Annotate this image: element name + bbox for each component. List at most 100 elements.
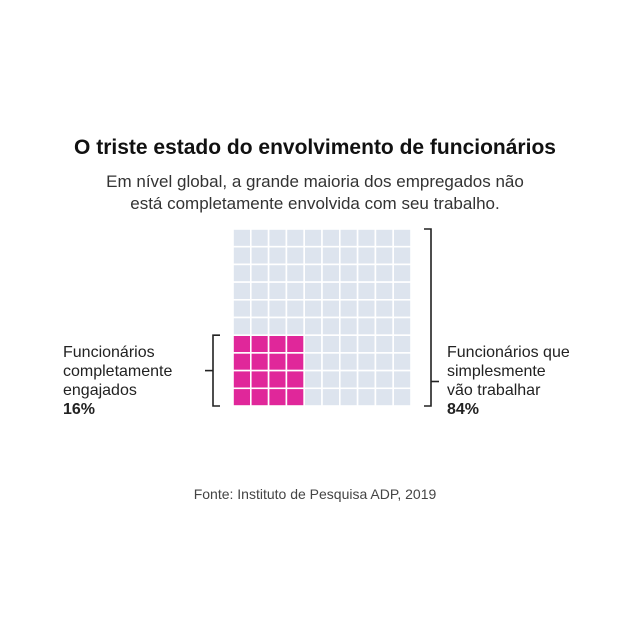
- waffle-cell-not-engaged: [374, 352, 394, 372]
- waffle-cell-not-engaged: [267, 245, 288, 266]
- waffle-cell-engaged: [250, 387, 270, 407]
- waffle-cell-not-engaged: [356, 228, 377, 248]
- waffle-cell-not-engaged: [232, 245, 252, 266]
- waffle-cell-not-engaged: [356, 281, 377, 301]
- right-bracket: [424, 228, 432, 407]
- waffle-cell-not-engaged: [374, 228, 394, 248]
- chart-title: O triste estado do envolvimento de funci…: [74, 136, 556, 159]
- waffle-cell-not-engaged: [338, 263, 359, 283]
- waffle-cell-not-engaged: [392, 298, 412, 319]
- waffle-cell-not-engaged: [285, 228, 305, 248]
- waffle-cell-not-engaged: [321, 316, 341, 337]
- waffle-cell-not-engaged: [338, 245, 359, 266]
- waffle-cell-not-engaged: [303, 263, 323, 283]
- waffle-cell-not-engaged: [303, 245, 323, 266]
- waffle-cell-not-engaged: [356, 263, 377, 283]
- waffle-cell-not-engaged: [374, 334, 394, 354]
- waffle-cell-not-engaged: [374, 281, 394, 301]
- waffle-cell-not-engaged: [285, 263, 305, 283]
- waffle-cell-not-engaged: [303, 281, 323, 301]
- waffle-cell-not-engaged: [338, 369, 359, 390]
- waffle-cell-not-engaged: [392, 316, 412, 337]
- waffle-cell-not-engaged: [356, 298, 377, 319]
- waffle-cell-engaged: [267, 369, 288, 390]
- waffle-cell-engaged: [232, 352, 252, 372]
- waffle-cell-engaged: [285, 369, 305, 390]
- waffle-cell-not-engaged: [338, 281, 359, 301]
- waffle-cell-not-engaged: [250, 281, 270, 301]
- waffle-cell-engaged: [250, 334, 270, 354]
- not-engaged-label: Funcionários que simplesmente vão trabal…: [447, 343, 570, 419]
- waffle-cell-not-engaged: [338, 316, 359, 337]
- waffle-cell-not-engaged: [267, 228, 288, 248]
- waffle-cell-not-engaged: [232, 263, 252, 283]
- waffle-cell-not-engaged: [374, 316, 394, 337]
- waffle-cell-not-engaged: [267, 263, 288, 283]
- waffle-cell-not-engaged: [250, 228, 270, 248]
- waffle-cell-not-engaged: [321, 298, 341, 319]
- waffle-cell-not-engaged: [392, 387, 412, 407]
- waffle-cell-engaged: [232, 369, 252, 390]
- waffle-cell-engaged: [232, 387, 252, 407]
- waffle-cell-not-engaged: [338, 352, 359, 372]
- waffle-cell-not-engaged: [303, 369, 323, 390]
- waffle-cell-not-engaged: [374, 263, 394, 283]
- engaged-label-line-3: engajados: [63, 382, 137, 399]
- waffle-cell-not-engaged: [250, 316, 270, 337]
- waffle-cell-engaged: [250, 352, 270, 372]
- left-bracket: [212, 334, 220, 407]
- engaged-label-line-2: completamente: [63, 363, 173, 380]
- waffle-cell-not-engaged: [250, 263, 270, 283]
- waffle-cell-engaged: [267, 387, 288, 407]
- waffle-cell-engaged: [285, 387, 305, 407]
- waffle-cell-not-engaged: [232, 228, 252, 248]
- chart-subtitle: Em nível global, a grande maioria dos em…: [0, 171, 630, 215]
- waffle-cell-not-engaged: [392, 334, 412, 354]
- waffle-cell-not-engaged: [250, 245, 270, 266]
- waffle-cell-engaged: [267, 334, 288, 354]
- waffle-cells: [232, 228, 412, 407]
- waffle-cell-not-engaged: [338, 387, 359, 407]
- waffle-cell-not-engaged: [267, 316, 288, 337]
- waffle-cell-not-engaged: [338, 228, 359, 248]
- waffle-cell-engaged: [285, 352, 305, 372]
- waffle-cell-not-engaged: [392, 369, 412, 390]
- not-engaged-percent: 84%: [447, 401, 480, 418]
- waffle-cell-not-engaged: [250, 298, 270, 319]
- brackets: [205, 228, 439, 407]
- waffle-cell-not-engaged: [303, 298, 323, 319]
- not-engaged-label-line-3: vão trabalhar: [447, 382, 541, 399]
- waffle-cell-not-engaged: [321, 369, 341, 390]
- waffle-cell-engaged: [285, 334, 305, 354]
- waffle-cell-not-engaged: [321, 352, 341, 372]
- waffle-cell-not-engaged: [303, 387, 323, 407]
- engaged-percent: 16%: [63, 401, 96, 418]
- waffle-cell-not-engaged: [356, 369, 377, 390]
- waffle-cell-not-engaged: [356, 334, 377, 354]
- waffle-cell-engaged: [232, 334, 252, 354]
- waffle-cell-not-engaged: [267, 281, 288, 301]
- waffle-cell-not-engaged: [392, 263, 412, 283]
- waffle-cell-not-engaged: [392, 245, 412, 266]
- waffle-cell-not-engaged: [267, 298, 288, 319]
- waffle-cell-not-engaged: [392, 281, 412, 301]
- subtitle-line-1: Em nível global, a grande maioria dos em…: [106, 172, 524, 191]
- waffle-cell-not-engaged: [321, 334, 341, 354]
- waffle-cell-not-engaged: [285, 245, 305, 266]
- waffle-cell-engaged: [250, 369, 270, 390]
- waffle-cell-not-engaged: [356, 387, 377, 407]
- waffle-cell-not-engaged: [285, 298, 305, 319]
- waffle-cell-not-engaged: [321, 228, 341, 248]
- waffle-cell-not-engaged: [303, 352, 323, 372]
- waffle-cell-not-engaged: [392, 352, 412, 372]
- waffle-cell-not-engaged: [356, 352, 377, 372]
- engaged-label: Funcionários completamente engajados 16%: [63, 343, 172, 419]
- waffle-cell-not-engaged: [356, 316, 377, 337]
- waffle-cell-not-engaged: [285, 316, 305, 337]
- engaged-label-line-1: Funcionários: [63, 344, 155, 361]
- waffle-cell-not-engaged: [232, 316, 252, 337]
- waffle-cell-not-engaged: [356, 245, 377, 266]
- waffle-cell-not-engaged: [303, 334, 323, 354]
- waffle-cell-not-engaged: [232, 298, 252, 319]
